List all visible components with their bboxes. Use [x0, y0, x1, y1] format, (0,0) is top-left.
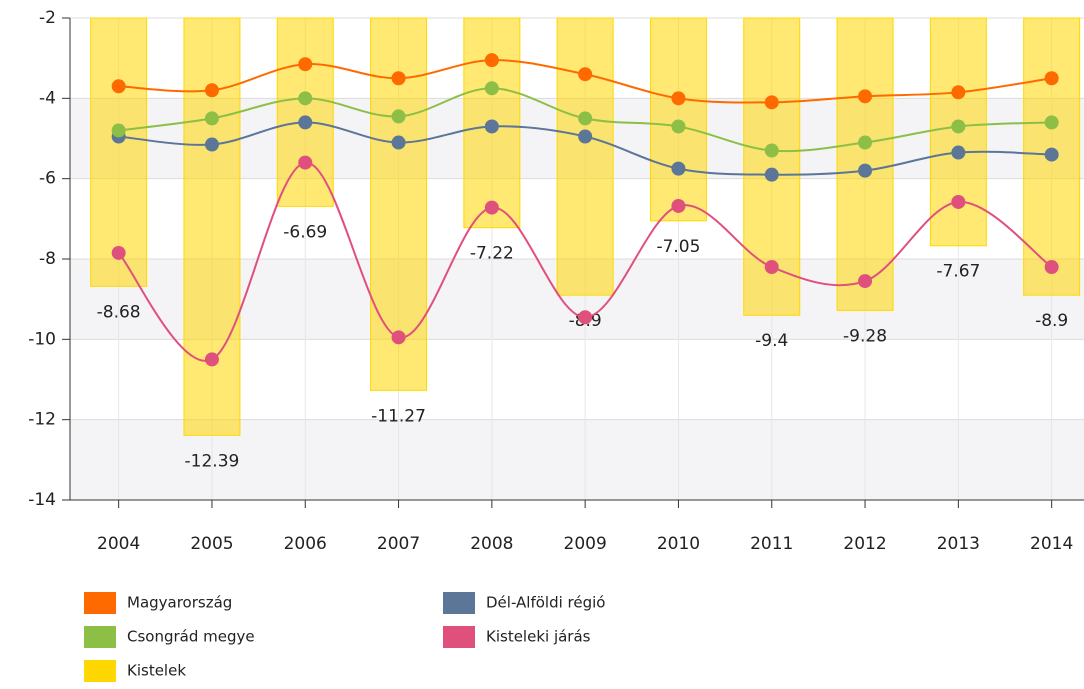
y-tick-label: -2 — [39, 8, 56, 28]
marker — [671, 91, 686, 106]
legend-label: Magyarország — [127, 594, 232, 612]
marker — [578, 67, 593, 82]
marker — [578, 129, 593, 144]
legend-swatch — [84, 592, 116, 614]
marker — [578, 111, 593, 126]
bar — [90, 17, 148, 287]
marker — [111, 79, 126, 94]
y-tick-label: -14 — [28, 490, 56, 510]
marker — [1044, 115, 1059, 130]
marker — [391, 330, 406, 345]
marker — [951, 85, 966, 100]
marker — [764, 95, 779, 110]
bar — [556, 17, 614, 296]
legend-swatch — [443, 626, 475, 648]
marker — [391, 135, 406, 150]
data-label: -8.9 — [1035, 311, 1068, 331]
data-label: -12.39 — [185, 451, 240, 471]
legend-label: Csongrád megye — [127, 628, 255, 646]
bar — [183, 17, 241, 436]
x-tick-label: 2007 — [377, 534, 420, 554]
y-tick-label: -8 — [39, 249, 56, 269]
marker — [671, 161, 686, 176]
y-tick-label: -10 — [28, 329, 56, 349]
bar — [649, 17, 707, 222]
data-label: -6.69 — [283, 222, 327, 242]
marker — [578, 310, 593, 325]
legend-label: Dél-Alföldi régió — [486, 594, 605, 612]
legend-label: Kisteleki járás — [486, 628, 591, 646]
data-label: -9.28 — [843, 326, 887, 346]
marker — [858, 135, 873, 150]
marker — [204, 111, 219, 126]
marker — [298, 155, 313, 170]
marker — [484, 119, 499, 134]
legend-swatch — [443, 592, 475, 614]
marker — [111, 123, 126, 138]
legend-label: Kistelek — [127, 662, 186, 680]
marker — [298, 91, 313, 106]
marker — [1044, 71, 1059, 86]
marker — [391, 109, 406, 124]
marker — [858, 163, 873, 178]
x-tick-label: 2011 — [750, 534, 793, 554]
x-tick-label: 2013 — [937, 534, 980, 554]
x-tick-label: 2014 — [1030, 534, 1073, 554]
marker — [484, 81, 499, 96]
marker — [951, 145, 966, 160]
y-tick-label: -4 — [39, 88, 56, 108]
data-label: -7.05 — [656, 237, 700, 257]
marker — [764, 260, 779, 275]
x-tick-label: 2008 — [470, 534, 513, 554]
marker — [1044, 147, 1059, 162]
legend-swatch — [84, 626, 116, 648]
x-tick-label: 2006 — [284, 534, 327, 554]
marker — [298, 57, 313, 72]
data-label: -8.68 — [97, 302, 141, 322]
marker — [858, 274, 873, 289]
x-tick-label: 2005 — [190, 534, 233, 554]
marker — [951, 119, 966, 134]
marker — [764, 143, 779, 158]
marker — [298, 115, 313, 130]
marker — [1044, 260, 1059, 275]
x-tick-label: 2009 — [564, 534, 607, 554]
marker — [391, 71, 406, 86]
y-tick-label: -12 — [28, 410, 56, 430]
marker — [484, 53, 499, 68]
marker — [671, 198, 686, 213]
marker — [204, 352, 219, 367]
x-tick-label: 2004 — [97, 534, 140, 554]
data-label: -7.22 — [470, 244, 514, 264]
marker — [484, 200, 499, 215]
y-tick-label: -6 — [39, 169, 56, 189]
marker — [858, 89, 873, 104]
x-tick-label: 2012 — [843, 534, 886, 554]
line — [117, 161, 1053, 362]
bar — [276, 17, 334, 207]
x-tick-label: 2010 — [657, 534, 700, 554]
marker — [764, 167, 779, 182]
data-label: -9.4 — [755, 331, 788, 351]
data-label: -7.67 — [936, 262, 980, 282]
marker — [951, 194, 966, 209]
legend-swatch — [84, 660, 116, 682]
marker — [111, 245, 126, 260]
marker — [204, 83, 219, 98]
marker — [204, 137, 219, 152]
data-label: -11.27 — [371, 406, 426, 426]
marker — [671, 119, 686, 134]
